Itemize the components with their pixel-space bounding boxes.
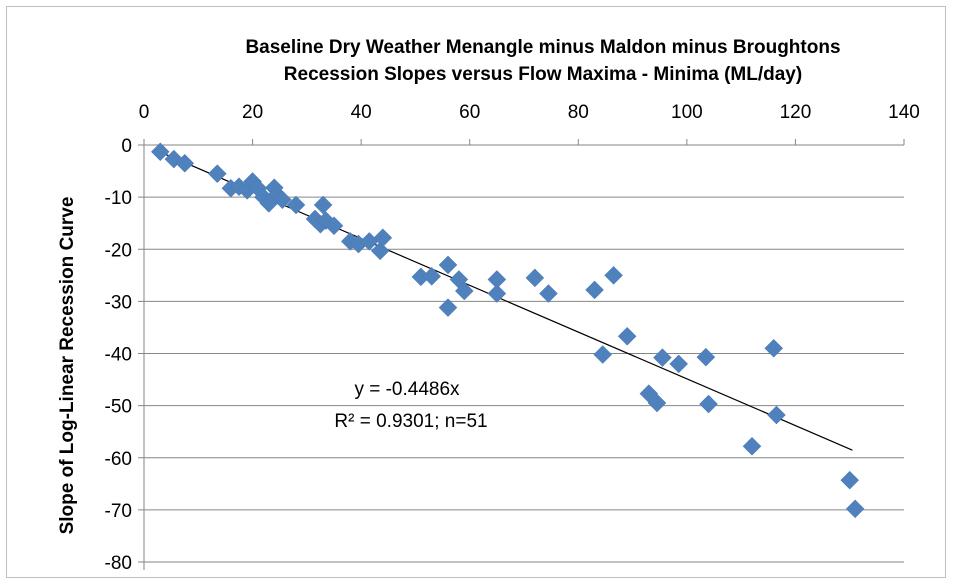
data-point xyxy=(593,345,613,364)
data-point xyxy=(422,267,442,286)
chart-title-line-2: Recession Slopes versus Flow Maxima - Mi… xyxy=(284,64,802,85)
data-point xyxy=(454,281,474,301)
data-point xyxy=(273,190,292,210)
data-point xyxy=(324,216,344,236)
data-point xyxy=(373,228,393,248)
y-tick-label-2: -20 xyxy=(105,240,132,261)
data-point xyxy=(150,142,170,162)
data-point xyxy=(742,436,762,456)
data-point xyxy=(653,348,672,368)
x-tick-label-2: 40 xyxy=(351,102,372,123)
x-tick-label-0: 0 xyxy=(139,102,150,123)
data-point xyxy=(617,326,637,346)
x-tick-label-6: 120 xyxy=(780,102,812,123)
data-point xyxy=(767,405,786,425)
data-point xyxy=(438,255,458,275)
data-point xyxy=(175,153,195,173)
data-point xyxy=(525,268,545,288)
x-tick-label-3: 60 xyxy=(459,102,480,123)
data-point xyxy=(438,298,458,317)
data-point xyxy=(207,164,227,184)
data-point xyxy=(370,241,390,261)
y-tick-label-6: -60 xyxy=(105,449,132,470)
data-point xyxy=(696,347,716,367)
x-tick-label-1: 20 xyxy=(242,102,263,123)
data-point xyxy=(604,265,623,285)
data-point xyxy=(286,195,306,215)
y-tick-label-0: 0 xyxy=(121,136,132,157)
y-tick-label-1: -10 xyxy=(105,188,132,209)
data-point xyxy=(764,338,784,358)
data-point xyxy=(647,393,667,413)
y-tick-label-4: -40 xyxy=(105,345,132,366)
data-point xyxy=(313,195,333,215)
scatter-chart: Baseline Dry Weather Menangle minus Mald… xyxy=(57,37,920,574)
data-point xyxy=(669,354,689,374)
data-point xyxy=(699,394,718,414)
trendline-equation: y = -0.4486x xyxy=(354,379,460,400)
x-tick-label-4: 80 xyxy=(568,102,589,123)
trendline-r2: R² = 0.9301; n=51 xyxy=(334,411,487,432)
data-point xyxy=(840,470,860,490)
chart-title-line-1: Baseline Dry Weather Menangle minus Mald… xyxy=(245,37,840,58)
y-tick-label-3: -30 xyxy=(105,292,132,313)
y-axis-label: Slope of Log-Linear Recession Curve xyxy=(57,197,78,535)
data-point xyxy=(845,499,865,519)
y-tick-label-5: -50 xyxy=(105,397,132,418)
data-point xyxy=(487,284,507,303)
y-tick-label-7: -70 xyxy=(105,501,132,522)
data-point xyxy=(585,280,604,300)
x-tick-label-5: 100 xyxy=(671,102,703,123)
data-point xyxy=(539,284,558,303)
x-tick-label-7: 140 xyxy=(888,102,920,123)
y-tick-label-8: -80 xyxy=(105,553,132,574)
chart-area: Baseline Dry Weather Menangle minus Mald… xyxy=(6,6,946,578)
